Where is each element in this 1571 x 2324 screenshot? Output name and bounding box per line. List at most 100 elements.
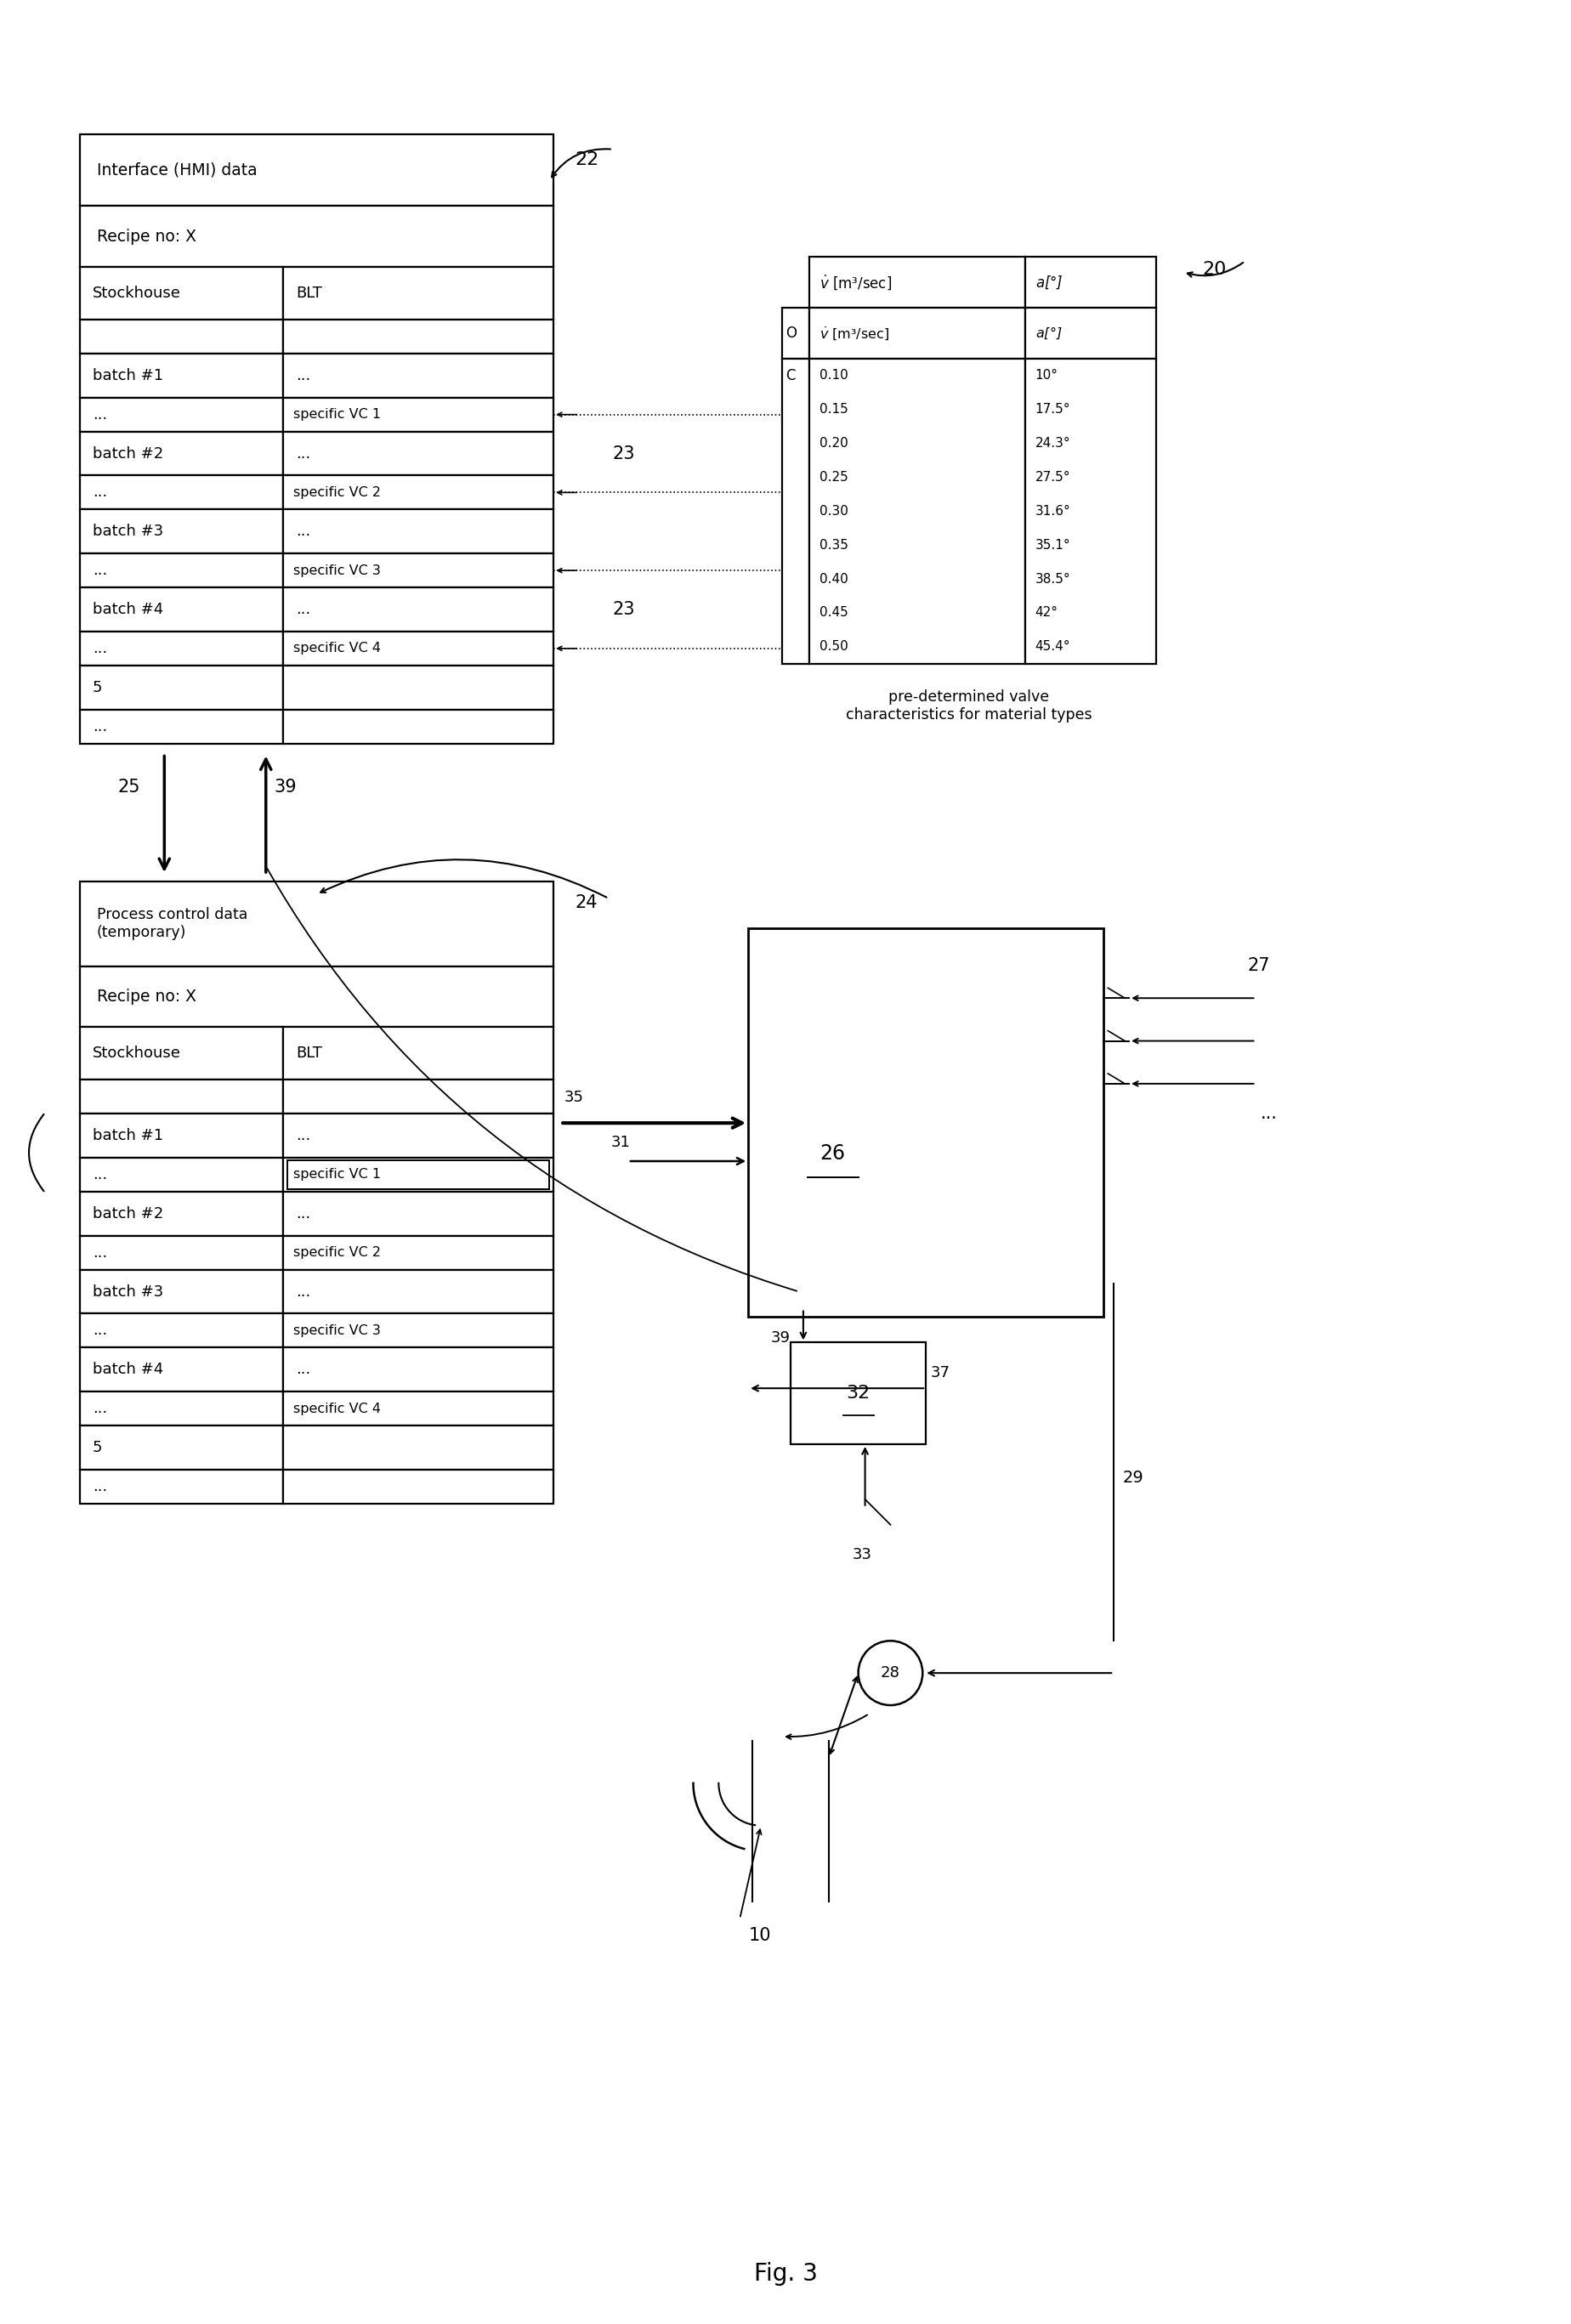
Bar xyxy=(283,709,553,744)
Text: ...: ... xyxy=(93,486,107,500)
Text: $a$[°]: $a$[°] xyxy=(1035,274,1062,290)
Bar xyxy=(283,476,553,509)
Bar xyxy=(80,1425,283,1469)
Text: 29: 29 xyxy=(1122,1471,1142,1485)
Text: ...: ... xyxy=(295,602,311,618)
Text: C: C xyxy=(786,367,795,383)
Text: 24: 24 xyxy=(575,895,597,911)
Bar xyxy=(80,967,553,1027)
Text: batch #2: batch #2 xyxy=(93,446,163,460)
Bar xyxy=(283,353,553,397)
Text: ...: ... xyxy=(295,1362,311,1378)
Bar xyxy=(80,1269,283,1313)
Bar xyxy=(287,1160,550,1190)
Text: 27: 27 xyxy=(1247,957,1269,974)
Text: 0.35: 0.35 xyxy=(818,539,848,551)
Text: specific VC 4: specific VC 4 xyxy=(294,1401,382,1415)
Text: $\dot{v}$ [m³/sec]: $\dot{v}$ [m³/sec] xyxy=(818,274,891,290)
Bar xyxy=(80,881,553,967)
Text: 17.5°: 17.5° xyxy=(1035,402,1070,416)
Text: ...: ... xyxy=(93,1246,107,1260)
Text: batch #3: batch #3 xyxy=(93,523,163,539)
Text: ...: ... xyxy=(295,446,311,460)
Bar xyxy=(782,358,809,665)
Text: specific VC 1: specific VC 1 xyxy=(294,1169,382,1181)
Bar xyxy=(80,665,283,709)
Text: 0.10: 0.10 xyxy=(818,370,848,381)
Bar xyxy=(283,432,553,476)
Bar xyxy=(283,1392,553,1425)
Text: 33: 33 xyxy=(851,1548,872,1562)
Bar xyxy=(283,1469,553,1504)
Bar xyxy=(80,709,283,744)
Text: 20: 20 xyxy=(1202,260,1227,279)
Bar xyxy=(283,509,553,553)
Text: ...: ... xyxy=(295,1206,311,1222)
Text: specific VC 2: specific VC 2 xyxy=(294,486,382,500)
Text: 0.20: 0.20 xyxy=(818,437,848,451)
Text: 5: 5 xyxy=(93,681,102,695)
Text: Recipe no: X: Recipe no: X xyxy=(96,228,196,244)
Text: 0.25: 0.25 xyxy=(818,472,848,483)
Bar xyxy=(80,1313,283,1348)
Text: ...: ... xyxy=(93,718,107,734)
Text: 39: 39 xyxy=(771,1332,790,1346)
Text: specific VC 4: specific VC 4 xyxy=(294,641,382,655)
Text: Fig. 3: Fig. 3 xyxy=(754,2261,817,2287)
Text: 23: 23 xyxy=(613,444,635,462)
Bar xyxy=(782,307,809,358)
Bar xyxy=(80,1081,283,1113)
Bar xyxy=(80,1113,283,1157)
Text: 22: 22 xyxy=(575,151,599,167)
Bar xyxy=(809,358,1024,665)
Text: 45.4°: 45.4° xyxy=(1035,641,1070,653)
Text: ...: ... xyxy=(93,1478,107,1494)
Text: ...: ... xyxy=(1260,1104,1277,1122)
Text: 42°: 42° xyxy=(1035,607,1057,618)
Bar xyxy=(748,927,1103,1318)
Bar xyxy=(80,432,283,476)
Bar xyxy=(283,321,553,353)
Bar xyxy=(283,1313,553,1348)
Text: Recipe no: X: Recipe no: X xyxy=(96,988,196,1004)
Bar xyxy=(80,1236,283,1269)
Bar xyxy=(80,1392,283,1425)
Bar xyxy=(283,553,553,588)
Text: batch #2: batch #2 xyxy=(93,1206,163,1222)
Bar xyxy=(283,665,553,709)
Text: batch #1: batch #1 xyxy=(93,367,163,383)
Bar xyxy=(790,1343,925,1443)
Bar xyxy=(80,509,283,553)
Text: pre-determined valve
characteristics for material types: pre-determined valve characteristics for… xyxy=(845,690,1092,723)
Bar xyxy=(80,353,283,397)
Bar xyxy=(80,1469,283,1504)
Text: ...: ... xyxy=(295,1283,311,1299)
Text: specific VC 3: specific VC 3 xyxy=(294,1325,380,1336)
Bar xyxy=(283,1081,553,1113)
Text: 0.50: 0.50 xyxy=(818,641,848,653)
Text: 23: 23 xyxy=(613,602,635,618)
Text: Stockhouse: Stockhouse xyxy=(93,286,181,302)
Text: 38.5°: 38.5° xyxy=(1035,572,1070,586)
Text: batch #4: batch #4 xyxy=(93,1362,163,1378)
Text: 27.5°: 27.5° xyxy=(1035,472,1070,483)
Text: batch #1: batch #1 xyxy=(93,1127,163,1143)
Bar xyxy=(283,632,553,665)
Text: 0.15: 0.15 xyxy=(818,402,848,416)
Text: ...: ... xyxy=(295,523,311,539)
Bar xyxy=(80,135,553,207)
Text: batch #3: batch #3 xyxy=(93,1283,163,1299)
Text: specific VC 3: specific VC 3 xyxy=(294,565,380,576)
Text: $\dot{v}$ [m³/sec]: $\dot{v}$ [m³/sec] xyxy=(818,325,889,342)
Text: 0.45: 0.45 xyxy=(818,607,848,618)
Bar xyxy=(80,1027,283,1081)
Bar xyxy=(80,207,553,267)
Text: 10: 10 xyxy=(748,1927,770,1945)
Bar xyxy=(80,1348,283,1392)
Text: O: O xyxy=(786,325,796,342)
Text: ...: ... xyxy=(93,1322,107,1339)
Text: 32: 32 xyxy=(845,1385,870,1401)
Bar xyxy=(80,632,283,665)
Text: 35.1°: 35.1° xyxy=(1035,539,1070,551)
Bar xyxy=(283,1113,553,1157)
